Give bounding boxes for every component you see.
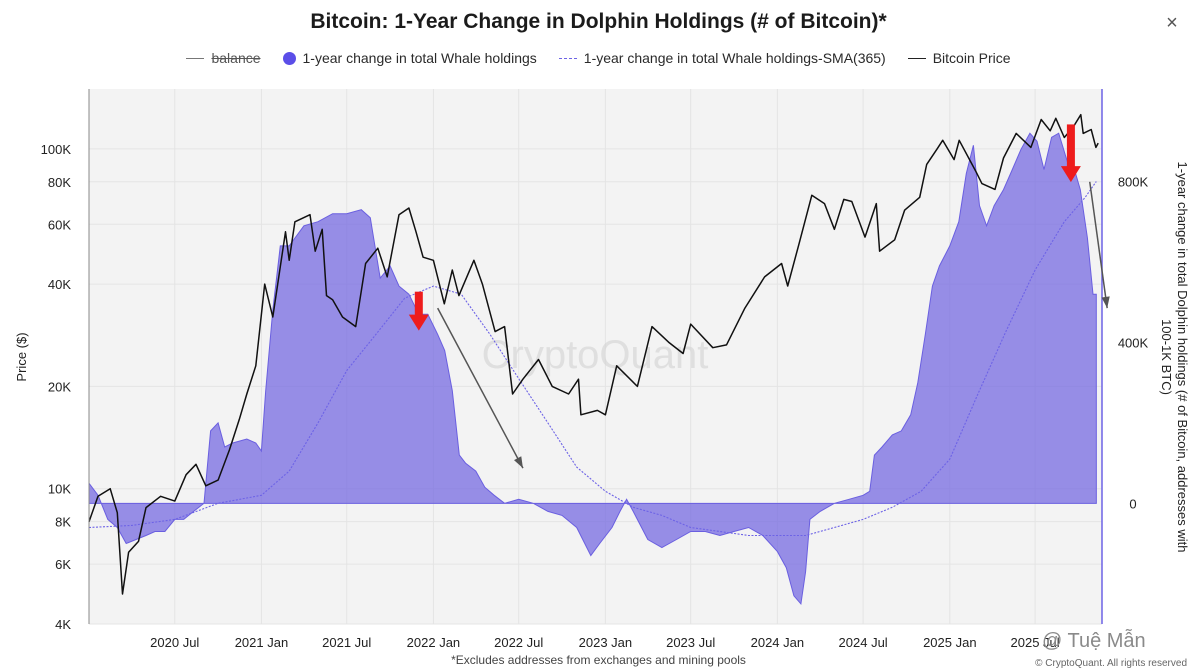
dash-swatch-icon [558,57,577,59]
annotations [408,124,1110,469]
left-tick-label: 4K [55,617,71,632]
left-tick-label: 8K [55,515,71,530]
x-tick-label: 2023 Jul [666,635,715,650]
chart-title: Bitcoin: 1-Year Change in Dolphin Holdin… [310,10,887,33]
red-arrow-shaft [414,291,423,317]
left-tick-label: 20K [48,379,71,394]
gray-arrow-shaft [1089,181,1108,309]
gray-arrow-shaft [436,307,524,469]
x-tick-label: 2020 Jul [150,635,199,650]
legend-item-bitcoin-price[interactable]: Bitcoin Price [907,50,1011,66]
left-tick-label: 40K [48,277,71,292]
right-axis-title-line: 1-year change in total Dolphin holdings … [1175,162,1190,553]
legend-label: 1-year change in total Whale holdings-SM… [583,50,886,66]
x-tick-label: 2022 Jul [494,635,543,650]
right-tick-label: 0 [1129,496,1136,511]
left-tick-label: 10K [48,482,71,497]
series-line-bitcoin-price [88,113,1099,595]
legend-label: balance [211,50,261,66]
line-swatch-icon [186,57,205,59]
left-tick-label: 6K [55,557,71,572]
left-tick-label: 80K [48,175,71,190]
legend-label: Bitcoin Price [932,50,1011,66]
footnote: *Excludes addresses from exchanges and m… [451,653,746,667]
gray-arrow-head [1101,296,1110,309]
red-arrow-head [1060,166,1081,183]
dot-swatch-icon [282,51,296,65]
gray-arrow-head [514,456,523,469]
legend-item-whale-change[interactable]: 1-year change in total Whale holdings [282,50,537,66]
right-tick-label: 400K [1118,335,1149,350]
author-watermark: @ Tuệ Mẫn [1042,630,1146,652]
line-layer [88,113,1099,595]
series-area-whale-change [88,132,1097,606]
area-layer [88,132,1097,606]
x-tick-label: 2022 Jan [407,635,461,650]
x-tick-label: 2025 Jul [1011,635,1060,650]
x-tick-label: 2024 Jul [839,635,888,650]
axes: 4K 6K 8K 10K 20K 40K 60K 80K 100K 0 400K 800K 2020 J… [41,89,1149,650]
legend-label: 1-year change in total Whale holdings [302,50,537,66]
series-line-whale-sma [88,181,1097,537]
left-tick-label: 60K [48,217,71,232]
close-icon[interactable]: × [1166,12,1178,34]
red-arrow-shaft [1066,124,1075,169]
left-axis-title: Price ($) [14,332,29,381]
right-axis-title: 1-year change in total Dolphin holdings … [1159,162,1190,553]
line-swatch-icon [907,57,926,59]
x-tick-label: 2025 Jan [923,635,977,650]
right-tick-label: 800K [1118,175,1149,190]
red-arrow-head [408,314,429,331]
x-tick-label: 2024 Jan [751,635,805,650]
chart-legend: balance 1-year change in total Whale hol… [0,50,1197,66]
legend-item-whale-sma[interactable]: 1-year change in total Whale holdings-SM… [558,50,886,66]
chart-watermark: CryptoQuant [482,333,709,377]
x-tick-label: 2021 Jan [235,635,289,650]
x-tick-label: 2021 Jul [322,635,371,650]
legend-item-balance[interactable]: balance [186,50,261,66]
left-tick-label: 100K [41,142,72,157]
copyright: © CryptoQuant. All rights reserved [1035,658,1187,669]
right-axis-title-line: 100-1K BTC) [1159,319,1174,395]
x-tick-label: 2023 Jan [579,635,633,650]
